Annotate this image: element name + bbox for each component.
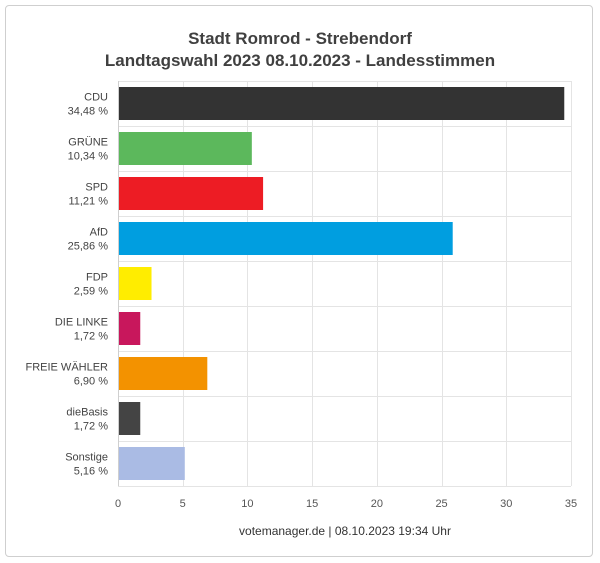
x-tick-label: 25	[435, 498, 447, 510]
x-tick-label: 15	[306, 498, 318, 510]
bar-grüne	[119, 132, 252, 165]
x-tick-label: 10	[241, 498, 253, 510]
bar-spd	[119, 177, 264, 210]
category-label: FREIE WÄHLER	[25, 362, 108, 374]
value-label: 34,48 %	[68, 106, 109, 118]
value-label: 6,90 %	[74, 376, 108, 388]
value-label: 1,72 %	[74, 331, 108, 343]
bar-sonstige	[119, 447, 185, 480]
bar-afd	[119, 222, 453, 255]
category-label: DIE LINKE	[55, 317, 108, 329]
category-label: Sonstige	[65, 452, 108, 464]
x-tick-label: 20	[371, 498, 383, 510]
x-tick-label: 5	[180, 498, 186, 510]
category-label: SPD	[85, 182, 108, 194]
bar-fdp	[119, 267, 152, 300]
bar-diebasis	[119, 402, 141, 435]
chart-subtitle: Landtagswahl 2023 08.10.2023 - Landessti…	[104, 51, 496, 70]
value-label: 11,21 %	[68, 196, 108, 208]
value-label: 1,72 %	[74, 421, 108, 433]
bar-freie-wähler	[119, 357, 208, 390]
category-label: GRÜNE	[68, 137, 108, 149]
category-label: FDP	[86, 272, 108, 284]
chart-footer: votemanager.de | 08.10.2023 19:34 Uhr	[239, 524, 451, 538]
value-label: 10,34 %	[68, 151, 109, 163]
category-label: CDU	[84, 92, 108, 104]
bar-die-linke	[119, 312, 141, 345]
chart-title: Stadt Romrod - Strebendorf	[188, 29, 412, 48]
category-label: AfD	[90, 227, 108, 239]
bar-cdu	[119, 87, 565, 120]
category-label: dieBasis	[66, 407, 108, 419]
value-label: 2,59 %	[74, 286, 108, 298]
value-label: 5,16 %	[74, 466, 108, 478]
x-tick-label: 35	[565, 498, 577, 510]
x-tick-label: 30	[500, 498, 512, 510]
x-tick-label: 0	[115, 498, 121, 510]
value-label: 25,86 %	[68, 241, 109, 253]
